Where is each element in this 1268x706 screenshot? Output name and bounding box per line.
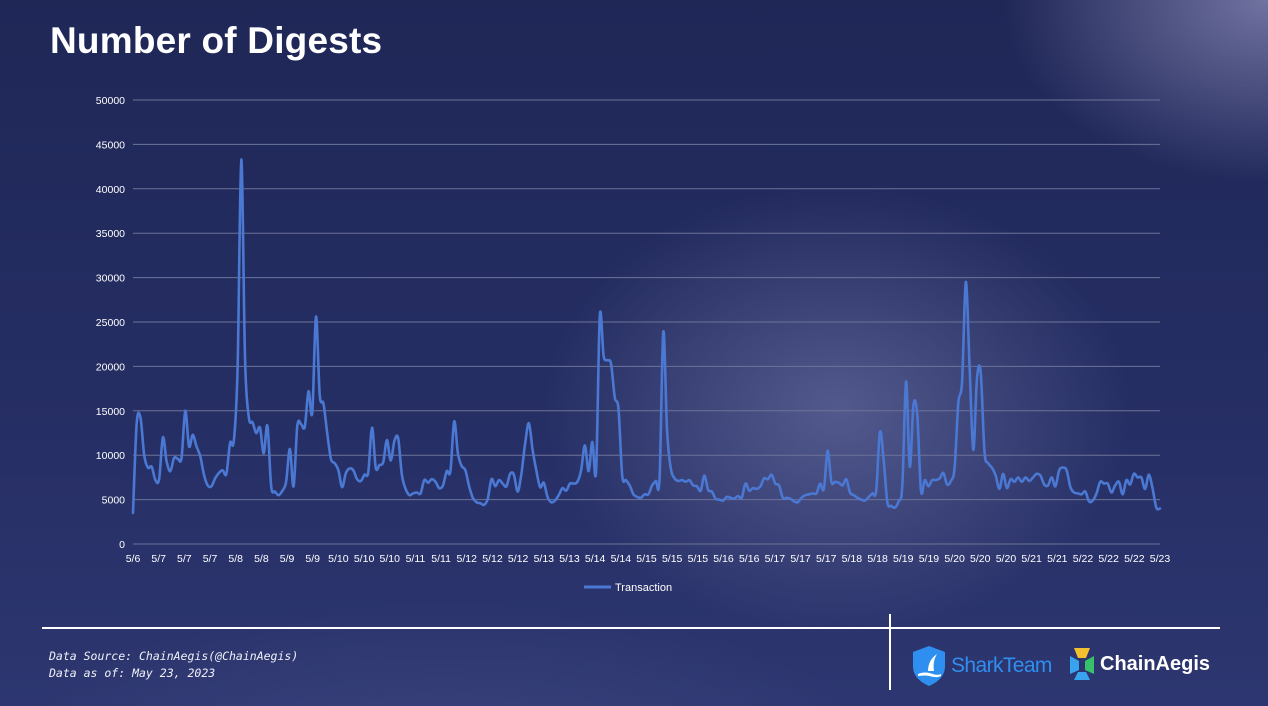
y-tick-label: 45000	[96, 139, 125, 151]
y-tick-label: 15000	[96, 406, 125, 418]
y-tick-label: 20000	[96, 361, 125, 373]
x-tick-label: 5/11	[406, 553, 426, 565]
x-tick-label: 5/8	[254, 553, 269, 565]
x-tick-label: 5/15	[688, 553, 709, 565]
x-tick-label: 5/15	[662, 553, 683, 565]
y-tick-label: 30000	[96, 273, 125, 285]
chart-legend[interactable]: Transaction	[584, 582, 672, 594]
x-tick-label: 5/7	[177, 553, 192, 565]
y-axis-tick-labels: 0 5000 10000 15000 20000 25000 30000 35000 40000…	[96, 95, 125, 551]
x-tick-label: 5/9	[280, 553, 295, 565]
chart-series	[131, 158, 1162, 515]
x-tick-label: 5/13	[534, 553, 555, 565]
y-tick-label: 10000	[96, 450, 125, 462]
x-tick-label: 5/21	[1021, 553, 1042, 565]
x-tick-label: 5/22	[1073, 553, 1094, 565]
y-tick-label: 5000	[102, 495, 126, 507]
x-tick-label: 5/14	[611, 553, 632, 565]
x-axis-tick-labels: 5/6 5/7 5/7 5/7 5/8 5/8 5/9 5/9 5/10 5/10 5/10 5/11…	[126, 553, 1171, 565]
shark-shield-icon	[913, 646, 945, 686]
legend-label-transaction: Transaction	[615, 582, 672, 594]
y-tick-label: 40000	[96, 184, 125, 196]
x-tick-label: 5/21	[1047, 553, 1068, 565]
page-title: Number of Digests	[50, 20, 383, 61]
x-tick-label: 5/10	[380, 553, 401, 565]
x-tick-label: 5/8	[228, 553, 243, 565]
x-tick-label: 5/17	[765, 553, 786, 565]
y-tick-label: 25000	[96, 317, 125, 329]
chart-gridlines	[133, 99, 1160, 545]
x-tick-label: 5/12	[508, 553, 529, 565]
x-tick-label: 5/16	[713, 553, 734, 565]
chainaegis-logo-text: ChainAegis	[1100, 652, 1211, 675]
x-tick-label: 5/17	[790, 553, 811, 565]
footer-vertical-divider	[889, 614, 891, 690]
x-tick-label: 5/20	[996, 553, 1017, 565]
x-tick-label: 5/7	[151, 553, 166, 565]
x-tick-label: 5/18	[842, 553, 863, 565]
x-tick-label: 5/20	[944, 553, 965, 565]
x-tick-label: 5/22	[1098, 553, 1119, 565]
x-tick-label: 5/15	[636, 553, 657, 565]
x-tick-label: 5/13	[559, 553, 580, 565]
data-as-of-note: Data as of: May 23, 2023	[49, 666, 216, 680]
x-tick-label: 5/7	[203, 553, 218, 565]
x-tick-label: 5/11	[431, 553, 451, 565]
y-tick-label: 0	[119, 539, 125, 551]
x-tick-label: 5/18	[867, 553, 888, 565]
sharkteam-logo-text: SharkTeam	[951, 654, 1052, 677]
y-tick-label: 50000	[96, 95, 125, 107]
x-tick-label: 5/10	[354, 553, 375, 565]
x-tick-label: 5/22	[1124, 553, 1145, 565]
x-tick-label: 5/19	[919, 553, 940, 565]
footer-divider	[42, 627, 1220, 629]
y-tick-label: 35000	[96, 228, 125, 240]
x-tick-label: 5/20	[970, 553, 991, 565]
chainaegis-logo: ChainAegis	[1068, 646, 1210, 682]
x-tick-label: 5/19	[893, 553, 914, 565]
x-tick-label: 5/12	[457, 553, 478, 565]
line-chart: 0 5000 10000 15000 20000 25000 30000 35000 40000…	[96, 95, 1171, 594]
x-tick-label: 5/10	[328, 553, 349, 565]
chainaegis-pinwheel-icon	[1070, 648, 1094, 680]
x-tick-label: 5/14	[585, 553, 606, 565]
x-tick-label: 5/16	[739, 553, 760, 565]
sharkteam-logo: SharkTeam	[911, 645, 1052, 687]
x-tick-label: 5/17	[816, 553, 837, 565]
x-tick-label: 5/23	[1150, 553, 1171, 565]
series-line-transaction	[131, 158, 1162, 515]
x-tick-label: 5/9	[305, 553, 320, 565]
data-source-note: Data Source: ChainAegis(@ChainAegis)	[49, 649, 299, 663]
x-tick-label: 5/6	[126, 553, 141, 565]
x-tick-label: 5/12	[482, 553, 503, 565]
